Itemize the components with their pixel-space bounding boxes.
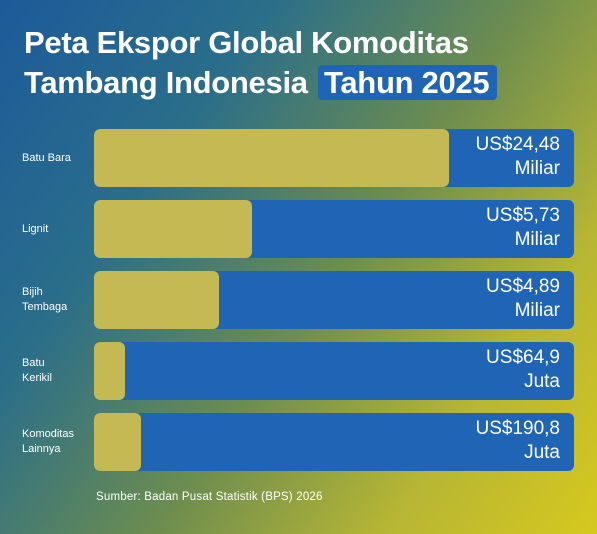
bar-track: US$24,48 Miliar bbox=[94, 129, 574, 187]
category-label-line: Komoditas bbox=[22, 428, 74, 440]
value-amount: US$64,9 bbox=[486, 347, 560, 368]
value-label: US$4,89 Miliar bbox=[430, 275, 560, 323]
source-note: Sumber: Badan Pusat Statistik (BPS) 2026 bbox=[96, 491, 323, 503]
category-label-line: Kerikil bbox=[22, 372, 52, 384]
category-label-line: Bijih bbox=[22, 286, 43, 298]
value-label: US$5,73 Miliar bbox=[430, 204, 560, 252]
bar-track: US$5,73 Miliar bbox=[94, 200, 574, 258]
bar bbox=[94, 271, 219, 329]
category-label-line: Lignit bbox=[22, 222, 49, 235]
value-unit: Juta bbox=[524, 371, 560, 392]
value-unit: Miliar bbox=[514, 229, 560, 250]
value-amount: US$5,73 bbox=[486, 205, 560, 226]
value-unit: Juta bbox=[524, 442, 560, 463]
value-amount: US$24,48 bbox=[475, 134, 560, 155]
value-amount: US$4,89 bbox=[486, 276, 560, 297]
title-highlight: Tahun 2025 bbox=[318, 65, 498, 100]
bar-track: US$64,9 Juta bbox=[94, 342, 574, 400]
value-label: US$190,8 Juta bbox=[430, 417, 560, 465]
category-label-line: Batu bbox=[22, 357, 45, 369]
category-label: Lignit bbox=[22, 200, 92, 258]
category-label: Bijih Tembaga bbox=[22, 271, 92, 329]
value-unit: Miliar bbox=[514, 300, 560, 321]
value-amount: US$190,8 bbox=[475, 418, 560, 439]
bar bbox=[94, 200, 252, 258]
bar-track: US$4,89 Miliar bbox=[94, 271, 574, 329]
category-label: Batu Bara bbox=[22, 129, 92, 187]
bar bbox=[94, 342, 125, 400]
value-unit: Miliar bbox=[514, 158, 560, 179]
title-main-text: Tambang Indonesia bbox=[24, 65, 308, 100]
value-label: US$24,48 Miliar bbox=[430, 133, 560, 181]
category-label: Batu Kerikil bbox=[22, 342, 92, 400]
category-label-line: Lainnya bbox=[22, 443, 61, 455]
category-label-line: Batu Bara bbox=[22, 151, 71, 164]
bar-track: US$190,8 Juta bbox=[94, 413, 574, 471]
title-line-1: Peta Ekspor Global Komoditas bbox=[24, 25, 469, 60]
bar bbox=[94, 129, 449, 187]
category-label: Komoditas Lainnya bbox=[22, 413, 92, 471]
value-label: US$64,9 Juta bbox=[430, 346, 560, 394]
title-line-2: Tambang Indonesia Tahun 2025 bbox=[24, 64, 498, 102]
bar bbox=[94, 413, 141, 471]
category-label-line: Tembaga bbox=[22, 301, 68, 313]
